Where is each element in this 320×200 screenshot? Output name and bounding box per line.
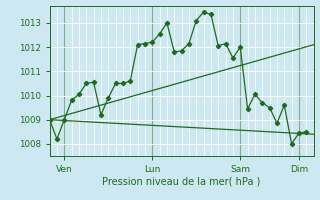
X-axis label: Pression niveau de la mer( hPa ): Pression niveau de la mer( hPa ) <box>102 177 261 187</box>
